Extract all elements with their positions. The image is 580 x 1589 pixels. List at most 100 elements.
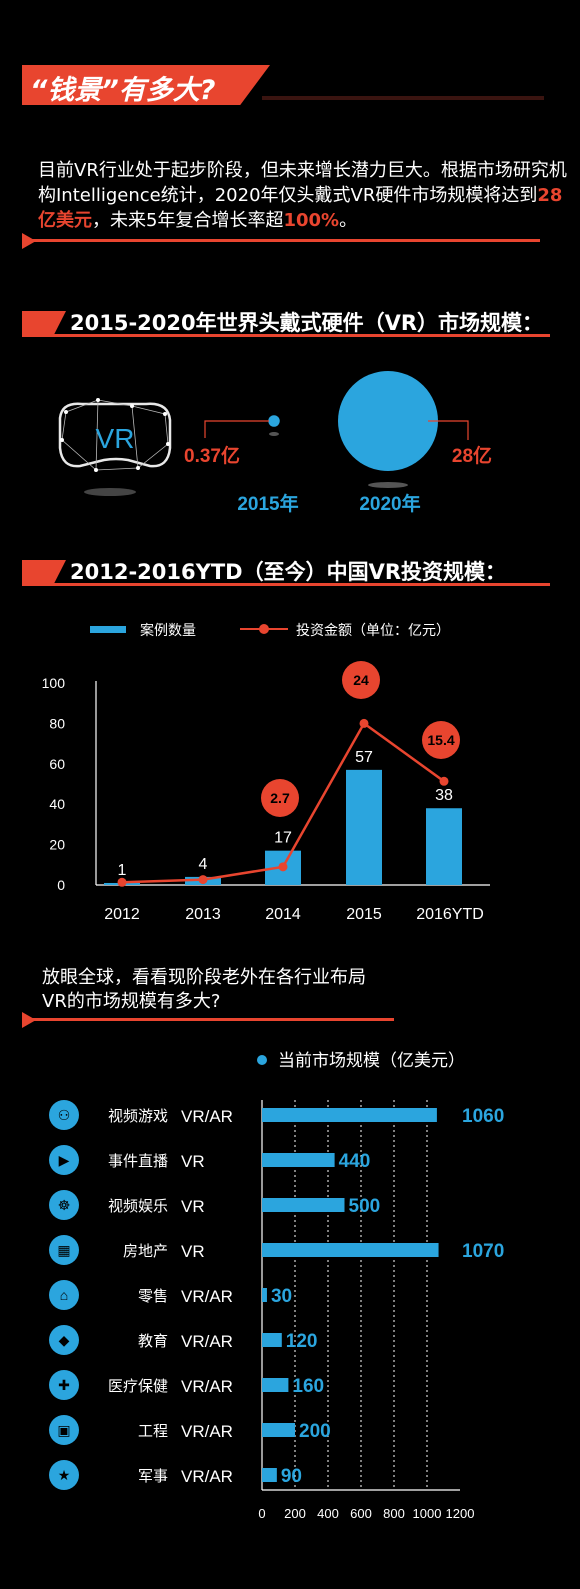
shop-icon-glyph: ⌂ <box>60 1287 68 1303</box>
building-icon-glyph: ▦ <box>57 1242 70 1258</box>
y-tick-label: 80 <box>49 715 65 731</box>
x-tick-label: 2013 <box>185 906 221 923</box>
legend-line-label: 投资金额（单位：亿元） <box>296 622 450 638</box>
shop-icon: ⌂ <box>49 1280 79 1310</box>
building-icon-circle <box>49 1235 79 1265</box>
building-icon: ▦ <box>49 1235 79 1265</box>
bar-value-label: 38 <box>435 787 453 804</box>
investment-value-label: 24 <box>353 672 369 688</box>
bar-value-label: 57 <box>355 749 373 766</box>
investment-value-label: 15.4 <box>427 732 454 748</box>
section2-rule <box>22 583 550 586</box>
bar-value-label: 120 <box>286 1331 318 1352</box>
x-tick-label: 0 <box>258 1506 265 1521</box>
section3-question: 放眼全球，看看现阶段老外在各行业布局 VR的市场规模有多大? <box>42 966 366 1014</box>
bar-value-label: 1 <box>118 862 127 879</box>
row-industry-label: 零售 <box>138 1288 168 1305</box>
bar-market-size <box>262 1153 335 1167</box>
military-badge-icon-glyph: ★ <box>58 1467 71 1483</box>
y-tick-label: 100 <box>42 675 66 691</box>
row-tech-label: VR/AR <box>181 1332 233 1351</box>
section2-title: 2012-2016YTD（至今）中国VR投资规模： <box>70 560 506 584</box>
bubble-label-2020: 28亿 <box>452 444 492 467</box>
gamepad-icon-glyph: ⚇ <box>58 1107 71 1123</box>
bar-market-size <box>262 1198 345 1212</box>
medical-kit-icon: ✚ <box>49 1370 79 1400</box>
graduation-cap-icon: ◆ <box>49 1325 79 1355</box>
intro-highlight-amount: 28亿美元 <box>38 185 563 231</box>
y-tick-label: 0 <box>57 877 65 893</box>
bubble-shadow <box>368 482 408 488</box>
row-industry-label: 视频娱乐 <box>108 1198 168 1215</box>
x-tick-label: 2014 <box>265 906 301 923</box>
investment-bubble <box>422 721 460 759</box>
film-reel-icon: ☸ <box>49 1190 79 1220</box>
x-tick-label: 800 <box>383 1506 405 1521</box>
bubble-2020 <box>338 371 438 471</box>
bar-case-count <box>426 808 462 885</box>
row-industry-label: 医疗保健 <box>108 1378 168 1395</box>
x-tick-label: 2015 <box>346 906 382 923</box>
row-tech-label: VR/AR <box>181 1287 233 1306</box>
question-line2: VR的市场规模有多大? <box>42 991 221 1012</box>
video-play-icon: ▶ <box>49 1145 79 1175</box>
graduation-cap-icon-glyph: ◆ <box>59 1332 70 1348</box>
legend-bar-swatch <box>90 626 126 633</box>
legend-line-marker <box>259 624 269 634</box>
bar-market-size <box>262 1243 439 1257</box>
bubble-year-2015: 2015年 <box>237 492 298 515</box>
bar-value-label: 200 <box>299 1421 331 1442</box>
bubble-chart: VR 0.37亿 2015年 28亿 2020年 <box>58 371 492 515</box>
video-play-icon-glyph: ▶ <box>59 1152 70 1168</box>
legend-label: 当前市场规模（亿美元） <box>278 1051 465 1070</box>
intro-highlight-rate: 100% <box>283 210 340 231</box>
intro-text: 目前VR行业处于起步阶段，但未来增长潜力巨大。根据市场研究机构Intellige… <box>38 158 568 233</box>
investment-bubble <box>342 661 380 699</box>
bar-market-size <box>262 1468 277 1482</box>
row-tech-label: VR/AR <box>181 1107 233 1126</box>
bar-value-label: 30 <box>271 1286 292 1307</box>
shop-icon-circle <box>49 1280 79 1310</box>
section1-title: 2015-2020年世界头戴式硬件（VR）市场规模： <box>70 311 544 335</box>
investment-point <box>278 862 288 872</box>
gamepad-icon: ⚇ <box>49 1100 79 1130</box>
bar-market-size <box>262 1108 437 1122</box>
row-industry-label: 事件直播 <box>108 1153 168 1170</box>
bubble-label-2015: 0.37亿 <box>184 444 240 467</box>
bar-value-label: 1060 <box>462 1106 504 1127</box>
investment-bubble <box>261 779 299 817</box>
y-tick-label: 60 <box>49 756 65 772</box>
x-tick-label: 400 <box>317 1506 339 1521</box>
bar-market-size <box>262 1288 267 1302</box>
row-industry-label: 房地产 <box>123 1243 168 1260</box>
row-tech-label: VR <box>181 1242 205 1261</box>
page-title: “钱景”有多大? <box>30 75 216 106</box>
bubble-year-2020: 2020年 <box>359 492 420 515</box>
bar-market-size <box>262 1333 282 1347</box>
y-tick-label: 40 <box>49 796 65 812</box>
intro-part3: 。 <box>339 210 358 231</box>
bubble-leader-2020 <box>428 420 469 440</box>
intro-part1: 目前VR行业处于起步阶段，但未来增长潜力巨大。根据市场研究机构Intellige… <box>38 160 567 206</box>
row-tech-label: VR/AR <box>181 1467 233 1486</box>
legend-marker <box>257 1055 267 1065</box>
row-industry-label: 教育 <box>138 1333 168 1350</box>
film-reel-icon-circle <box>49 1190 79 1220</box>
x-tick-label: 600 <box>350 1506 372 1521</box>
gamepad-icon-circle <box>49 1100 79 1130</box>
question-line1: 放眼全球，看看现阶段老外在各行业布局 <box>42 967 366 988</box>
video-play-icon-circle <box>49 1145 79 1175</box>
investment-value-label: 2.7 <box>270 790 290 806</box>
row-industry-label: 军事 <box>138 1468 168 1485</box>
bar-value-label: 90 <box>281 1466 302 1487</box>
section3-rule <box>22 1018 394 1021</box>
intro-rule <box>22 239 540 242</box>
bubble-shadow <box>269 432 279 436</box>
header-banner <box>22 65 270 105</box>
medical-kit-icon-glyph: ✚ <box>58 1377 70 1393</box>
military-badge-icon-circle <box>49 1460 79 1490</box>
legend-bar-label: 案例数量 <box>140 622 196 638</box>
row-tech-label: VR/AR <box>181 1422 233 1441</box>
x-tick-label: 200 <box>284 1506 306 1521</box>
x-tick-label: 2012 <box>104 906 140 923</box>
